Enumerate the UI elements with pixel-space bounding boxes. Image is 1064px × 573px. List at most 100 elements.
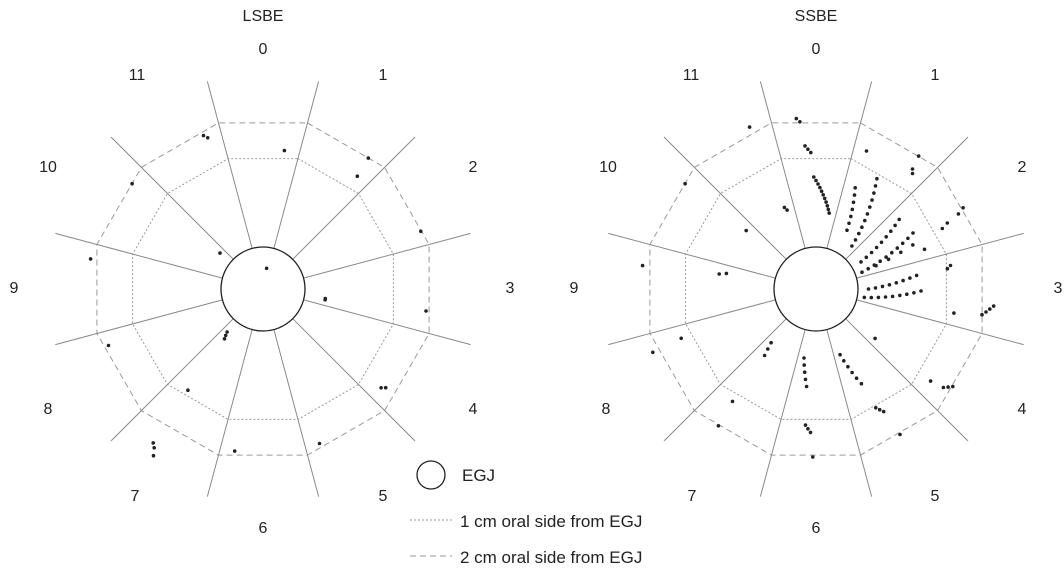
ssbe-lesion-dot-98 (850, 370, 854, 375)
ssbe-spoke-0 (826, 81, 873, 249)
ssbe-lesion-dot-108 (803, 377, 808, 382)
ssbe-lesion-dot-107 (802, 370, 807, 375)
ssbe-lesion-dot-94 (951, 384, 955, 389)
lsbe-lesion-dot-17 (152, 446, 156, 450)
lsbe-spoke-6 (206, 329, 253, 497)
ssbe-lesion-dot-67 (869, 295, 874, 300)
lsbe-lesion-dot-10 (317, 441, 322, 446)
lsbe-lesion-dot-8 (379, 386, 383, 390)
ssbe-lesion-dot-17 (853, 238, 858, 242)
ssbe-lesion-dot-48 (859, 260, 863, 264)
ssbe-lesion-dot-14 (798, 120, 802, 124)
ssbe-clock-4: 4 (1017, 401, 1027, 418)
ssbe-lesion-dot-23 (870, 198, 874, 202)
lsbe-title: LSBE (242, 8, 284, 25)
ssbe-clock-9: 9 (569, 280, 579, 297)
ssbe-lesion-dot-1 (826, 207, 831, 212)
ssbe-lesion-dot-10 (812, 175, 816, 179)
ssbe-lesion-dot-75 (866, 287, 871, 291)
legend-egj-symbol (416, 460, 446, 490)
lsbe-lesion-dot-21 (218, 251, 222, 255)
ssbe-lesion-dot-59 (886, 257, 891, 262)
ssbe-clock-2: 2 (1017, 159, 1027, 176)
ssbe-lesion-dot-105 (802, 356, 806, 360)
ssbe-lesion-dot-49 (864, 255, 869, 260)
lsbe-lesion-dot-23 (205, 136, 210, 140)
lsbe-egj-circle (220, 246, 306, 332)
ssbe-lesion-dot-39 (866, 266, 870, 271)
ssbe-clock-0: 0 (811, 41, 821, 58)
lsbe-spoke-3 (303, 299, 471, 346)
ssbe-lesion-dot-113 (811, 455, 815, 459)
ssbe-lesion-dot-7 (818, 185, 822, 190)
ssbe-lesion-dot-125 (683, 181, 687, 186)
ssbe-lesion-dot-122 (717, 272, 721, 276)
ssbe-spoke-7 (663, 318, 787, 442)
ssbe-lesion-dot-91 (928, 379, 933, 383)
legend-1cm-label: 1 cm oral side from EGJ (460, 512, 643, 531)
ssbe-lesion-dot-77 (880, 284, 885, 289)
ssbe-lesion-dot-79 (894, 281, 899, 285)
ssbe-lesion-dot-57 (922, 247, 927, 252)
lsbe-spoke-9 (55, 232, 223, 279)
lsbe-spoke-0 (273, 81, 320, 249)
ssbe-lesion-dot-87 (984, 310, 988, 314)
ssbe-lesion-dot-50 (869, 250, 874, 255)
lsbe-clock-0: 0 (258, 41, 268, 58)
ssbe-lesion-dot-42 (884, 255, 888, 259)
ssbe-clock-7: 7 (687, 488, 697, 505)
ssbe-lesion-dot-25 (873, 184, 878, 188)
ssbe-lesion-dot-88 (988, 307, 992, 311)
ssbe-lesion-dot-68 (876, 295, 881, 300)
lsbe-clock-6: 6 (258, 520, 268, 537)
lsbe-lesion-dot-2 (355, 174, 360, 178)
ssbe-lesion-dot-111 (806, 427, 810, 431)
ssbe-lesion-dot-33 (853, 186, 857, 190)
ssbe-lesion-dot-126 (785, 208, 789, 212)
ssbe-lesion-dot-21 (865, 212, 870, 216)
lsbe-lesion-dot-18 (151, 453, 156, 458)
lsbe-lesion-dot-13 (223, 333, 228, 338)
ssbe-spoke-4 (845, 318, 969, 442)
ssbe-lesion-dot-20 (863, 218, 867, 223)
lsbe-lesion-dot-9 (383, 385, 388, 390)
ssbe-lesion-dot-80 (901, 278, 905, 283)
ssbe-lesion-dot-86 (980, 312, 984, 317)
ssbe-lesion-dot-58 (874, 263, 878, 268)
legend-2cm-label: 2 cm oral side from EGJ (460, 548, 643, 567)
ssbe-spoke-1 (845, 136, 969, 260)
lsbe-clock-1: 1 (378, 67, 388, 84)
lsbe-lesion-dot-15 (186, 388, 190, 393)
lsbe-spoke-8 (55, 299, 223, 346)
ssbe-lesion-dot-41 (878, 259, 882, 264)
ssbe-lesion-dot-65 (961, 206, 965, 210)
ssbe-lesion-dot-127 (782, 205, 787, 210)
ssbe-clock-3: 3 (1053, 280, 1063, 297)
lsbe-spoke-10 (110, 136, 234, 260)
ssbe-lesion-dot-43 (890, 250, 894, 255)
ssbe-lesion-dot-12 (806, 147, 810, 151)
ssbe-lesion-dot-95 (838, 352, 842, 357)
ssbe-lesion-dot-60 (899, 250, 903, 255)
ssbe-lesion-dot-118 (716, 424, 721, 428)
ssbe-lesion-dot-4 (822, 196, 827, 201)
ssbe-lesion-dot-78 (887, 283, 892, 287)
ssbe-lesion-dot-5 (821, 193, 825, 197)
ssbe-lesion-dot-37 (916, 154, 921, 158)
lsbe-clock-5: 5 (378, 488, 388, 505)
ssbe-lesion-dot-116 (762, 353, 767, 358)
ssbe-spoke-9 (608, 232, 776, 279)
lsbe-lesion-dot-19 (106, 343, 111, 348)
lsbe-lesion-dot-3 (366, 156, 371, 160)
ssbe-lesion-dot-70 (890, 294, 895, 299)
ssbe-lesion-dot-27 (845, 228, 849, 232)
lsbe-clock-9: 9 (9, 280, 19, 297)
ssbe-lesion-dot-44 (895, 246, 900, 250)
ssbe-lesion-dot-9 (814, 178, 818, 183)
ssbe-lesion-dot-114 (769, 340, 773, 345)
ssbe-lesion-dot-103 (881, 409, 886, 414)
ssbe-clock-1: 1 (930, 67, 940, 84)
ssbe-lesion-dot-71 (898, 293, 902, 298)
ssbe-spoke-5 (826, 329, 873, 497)
ssbe-lesion-dot-119 (679, 336, 683, 341)
